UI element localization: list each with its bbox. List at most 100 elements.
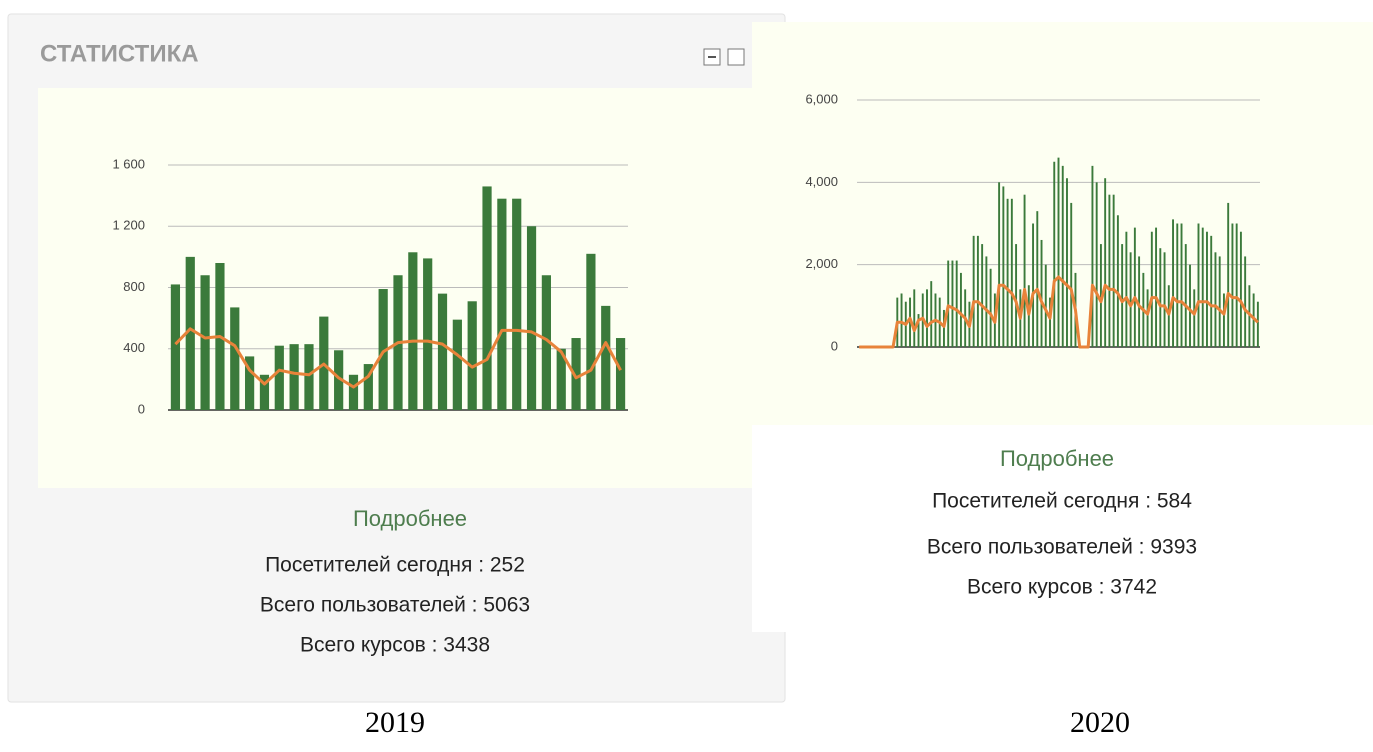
dock-button[interactable] (727, 48, 745, 66)
bar (1180, 223, 1183, 347)
stat: Всего курсов : 3742 (967, 576, 1157, 599)
bar (467, 301, 477, 410)
bar (1121, 244, 1124, 347)
bar (556, 348, 566, 410)
bar (1129, 252, 1132, 347)
bar (1091, 165, 1094, 347)
bar (230, 307, 240, 410)
bar (1193, 289, 1196, 347)
bar (526, 226, 537, 410)
stat: Посетителей сегодня : 252 (265, 554, 525, 577)
bar (926, 289, 928, 347)
bar (615, 338, 626, 410)
bar (1231, 223, 1234, 347)
bar (1108, 194, 1111, 347)
chart: 0 400 800 1 200 1 600 (112, 156, 628, 416)
details-link[interactable]: Подробнее (1000, 446, 1114, 471)
bar (1176, 223, 1179, 347)
bar (1256, 301, 1259, 347)
bar (1167, 285, 1170, 347)
bar (1023, 194, 1026, 347)
bar (512, 198, 522, 410)
bar (955, 260, 958, 347)
bar (951, 260, 954, 347)
bar (1206, 231, 1208, 347)
bar (1095, 182, 1098, 347)
bar (985, 256, 988, 347)
y-tick-label: 6,000 (805, 91, 838, 106)
bar (274, 345, 284, 410)
bar (989, 268, 992, 347)
bar (1197, 223, 1200, 347)
bar (408, 252, 418, 410)
y-tick-label: 2,000 (805, 256, 838, 271)
bar (1070, 202, 1073, 347)
bar (586, 253, 596, 410)
bar (976, 235, 979, 347)
bar (200, 275, 210, 410)
bar (245, 356, 255, 410)
bar (1032, 223, 1035, 347)
bar (1172, 219, 1174, 347)
stat: Посетителей сегодня : 584 (932, 490, 1192, 513)
bar (1155, 227, 1158, 347)
bar (1057, 157, 1060, 347)
bar (1125, 231, 1128, 347)
y-tick-label: 0 (831, 338, 838, 353)
bar (541, 275, 551, 410)
bar (601, 305, 611, 410)
bar (1112, 194, 1115, 347)
bar (1044, 264, 1047, 347)
bar (1239, 231, 1242, 347)
bar (452, 319, 462, 410)
y-tick-label: 400 (123, 340, 145, 355)
bar (497, 198, 507, 410)
panel-controls[interactable] (703, 48, 745, 66)
bar (334, 350, 344, 410)
bar (1159, 248, 1162, 347)
bar (571, 338, 581, 410)
bar (1104, 178, 1107, 347)
bar (1066, 178, 1068, 347)
line (859, 275, 1259, 349)
bar (1244, 256, 1247, 347)
details-link[interactable]: Подробнее (353, 506, 467, 531)
bar (943, 309, 945, 347)
caption: 2019 (365, 706, 425, 739)
bar (1150, 231, 1153, 347)
bar (959, 272, 962, 347)
bar (1099, 244, 1102, 347)
bar (1027, 285, 1030, 347)
bar (170, 284, 181, 410)
bar (913, 289, 916, 347)
bar (363, 364, 373, 410)
bar (1218, 256, 1221, 347)
chart: 0 2,000 4,000 6,000 (805, 91, 1260, 353)
bar (423, 258, 433, 410)
bar (185, 256, 195, 410)
bar (1049, 297, 1051, 347)
bar (289, 344, 299, 410)
bar (304, 344, 314, 410)
bar (1133, 227, 1136, 347)
y-tick-label: 0 (138, 401, 145, 416)
stat: Всего пользователей : 5063 (260, 594, 530, 617)
bar (1061, 165, 1064, 347)
caption: 2020 (1070, 706, 1130, 739)
bar (1201, 227, 1204, 347)
bar (1015, 244, 1018, 347)
bar (437, 293, 448, 410)
bar (1002, 186, 1005, 347)
bar (947, 260, 950, 347)
bar (348, 374, 359, 410)
bar (917, 314, 920, 347)
bar (1163, 252, 1166, 347)
bar (259, 374, 270, 410)
panel-title: СТАТИСТИКА (40, 40, 199, 67)
bar (1235, 223, 1238, 347)
y-tick-label: 800 (123, 279, 145, 294)
bar (1138, 256, 1141, 347)
y-tick-label: 1 200 (112, 218, 145, 233)
